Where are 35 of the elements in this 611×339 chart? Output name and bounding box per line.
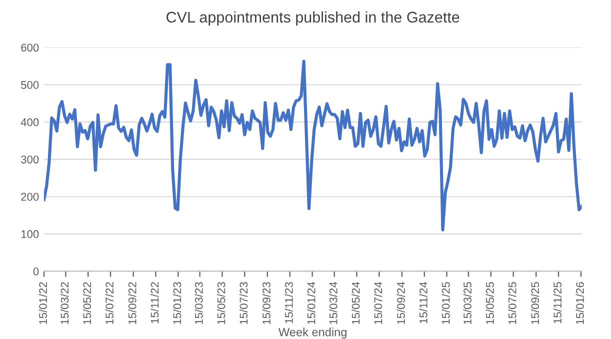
y-tick-label: 600 (21, 44, 39, 52)
x-tick-label: 15/11/23 (284, 282, 293, 324)
x-tick-label: 15/07/25 (508, 282, 516, 324)
x-tick-label: 15/11/24 (419, 282, 428, 324)
y-tick-label: 0 (33, 267, 39, 276)
x-tick-label: 15/01/24 (307, 282, 316, 324)
y-tick-label: 200 (21, 192, 39, 201)
y-tick-label: 100 (21, 230, 39, 238)
x-tick-label: 15/03/25 (463, 282, 472, 324)
x-tick-label: 15/07/24 (374, 282, 382, 324)
x-tick-label: 15/07/22 (105, 282, 114, 324)
x-tick-label: 15/09/22 (128, 282, 136, 324)
x-axis-title: Week ending (278, 328, 346, 339)
x-tick-label: 15/03/24 (329, 282, 338, 324)
x-tick-label: 15/09/24 (396, 282, 405, 324)
x-tick-label: 15/05/25 (486, 282, 494, 324)
x-tick-label: 15/11/22 (150, 282, 159, 324)
y-tick-label: 500 (21, 81, 39, 89)
x-tick-label: 15/01/22 (38, 282, 47, 324)
x-tick-label: 15/09/25 (530, 282, 540, 324)
x-tick-label: 15/01/25 (442, 282, 450, 324)
y-tick-label: 400 (20, 118, 39, 126)
x-tick-label: 15/09/23 (262, 282, 270, 324)
chart-title: CVL appointments published in the Gazette (166, 11, 460, 26)
line-series (44, 60, 582, 232)
x-tick-label: 15/05/22 (82, 282, 92, 324)
x-tick-label: 15/01/23 (172, 282, 182, 324)
x-tick-label: 15/01/26 (576, 282, 584, 324)
x-tick-label: 15/05/24 (352, 282, 360, 324)
x-tick-label: 15/03/22 (60, 282, 69, 324)
x-tick-label: 15/11/25 (553, 282, 562, 324)
x-tick-label: 15/07/23 (239, 282, 248, 324)
x-tick-label: 15/05/23 (217, 282, 226, 324)
y-tick-label: 300 (21, 156, 39, 164)
x-tick-label: 15/03/23 (194, 282, 203, 324)
